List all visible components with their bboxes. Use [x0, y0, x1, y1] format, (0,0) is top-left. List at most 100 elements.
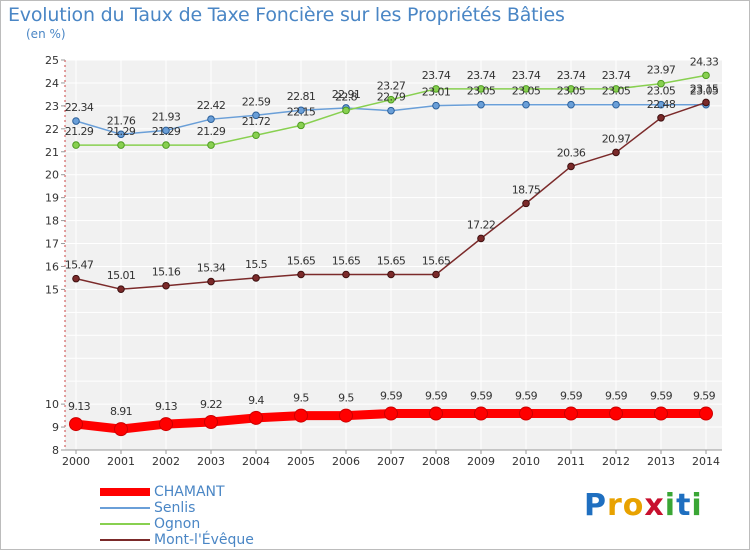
chart-legend: CHAMANT Senlis Ognon Mont-l'Évêque — [100, 484, 254, 548]
y-tick-label: 22 — [45, 123, 59, 136]
y-tick-label: 8 — [52, 444, 59, 457]
data-point — [387, 106, 395, 115]
legend-label: CHAMANT — [154, 484, 225, 500]
data-label: 9.22 — [200, 398, 222, 411]
legend-item: Ognon — [100, 516, 254, 532]
legend-item: Senlis — [100, 500, 254, 516]
data-point — [429, 406, 443, 421]
data-label: 23.74 — [467, 69, 496, 82]
logo-letter: r — [607, 488, 623, 523]
data-point — [297, 106, 305, 115]
data-label: 24.33 — [690, 55, 719, 68]
data-point — [657, 100, 665, 109]
legend-label: Mont-l'Évêque — [154, 532, 254, 548]
y-tick-label: 9 — [52, 421, 59, 434]
y-tick-label: 17 — [45, 238, 59, 251]
data-point — [612, 148, 620, 157]
data-label: 15.47 — [65, 259, 94, 272]
data-point — [609, 406, 623, 421]
data-point — [432, 85, 440, 93]
data-label: 22.48 — [647, 98, 676, 111]
data-point — [474, 406, 488, 421]
data-label: 22.79 — [377, 91, 406, 104]
data-label: 21.29 — [197, 125, 226, 138]
data-point — [432, 101, 440, 110]
data-point — [522, 199, 530, 208]
data-label: 15.16 — [152, 266, 181, 279]
data-label: 20.36 — [557, 146, 586, 159]
data-point — [657, 79, 665, 88]
data-label: 23.05 — [690, 85, 719, 98]
data-label: 15.65 — [422, 255, 451, 268]
data-point — [384, 406, 398, 421]
data-label: 21.29 — [152, 125, 181, 138]
data-label: 17.22 — [467, 218, 496, 231]
x-tick-label: 2006 — [332, 455, 360, 468]
data-point — [564, 406, 578, 421]
data-label: 15.5 — [245, 258, 268, 271]
legend-swatch — [100, 539, 150, 541]
logo-letter: x — [644, 488, 665, 523]
x-tick-label: 2009 — [467, 455, 495, 468]
y-tick-label: 10 — [45, 398, 59, 411]
data-point — [477, 85, 485, 93]
data-point — [69, 417, 83, 432]
legend-label: Ognon — [154, 516, 201, 532]
data-label: 23.27 — [377, 80, 406, 93]
plot-area — [65, 60, 722, 450]
data-point — [387, 270, 395, 279]
x-tick-label: 2008 — [422, 455, 450, 468]
x-tick-label: 2001 — [107, 455, 135, 468]
data-point — [657, 114, 665, 122]
data-label: 23.15 — [690, 82, 719, 95]
data-point — [654, 406, 668, 421]
data-label: 9.13 — [155, 400, 178, 413]
data-point — [432, 270, 440, 279]
data-label: 15.65 — [332, 255, 361, 268]
data-label: 23.05 — [557, 85, 586, 98]
data-label: 23.05 — [602, 85, 631, 98]
data-label: 9.4 — [248, 394, 264, 407]
data-point — [72, 117, 80, 125]
y-unit-label: (en %) — [26, 27, 66, 41]
y-tick-label: 16 — [45, 260, 59, 273]
x-tick-label: 2011 — [557, 455, 585, 468]
legend-item: Mont-l'Évêque — [100, 532, 254, 548]
x-tick-label: 2000 — [62, 455, 90, 468]
data-label: 9.59 — [380, 390, 403, 403]
legend-swatch — [100, 523, 150, 525]
y-tick-label: 24 — [45, 77, 59, 90]
data-point — [207, 115, 215, 123]
data-point — [72, 141, 80, 149]
x-tick-label: 2007 — [377, 455, 405, 468]
logo-letter: P — [584, 488, 607, 523]
data-point — [294, 408, 308, 423]
data-point — [567, 85, 575, 93]
data-label: 21.93 — [152, 110, 181, 123]
data-point — [114, 422, 128, 437]
data-point — [117, 141, 125, 149]
data-point — [117, 130, 125, 139]
x-tick-label: 2012 — [602, 455, 630, 468]
data-label: 23.05 — [647, 85, 676, 98]
logo-letter: o — [622, 488, 645, 523]
data-label: 23.05 — [512, 85, 541, 98]
x-tick-label: 2005 — [287, 455, 315, 468]
data-label: 9.13 — [68, 400, 91, 413]
data-point — [522, 85, 530, 93]
data-point — [477, 100, 485, 109]
y-tick-label: 15 — [45, 283, 59, 296]
data-label: 9.59 — [515, 390, 538, 403]
data-point — [612, 100, 620, 109]
data-label: 9.59 — [693, 390, 716, 403]
data-point — [252, 274, 260, 282]
data-label: 23.74 — [422, 69, 451, 82]
data-point — [522, 100, 530, 109]
x-tick-label: 2002 — [152, 455, 180, 468]
y-tick-label: 25 — [45, 54, 59, 67]
data-label: 8.91 — [110, 405, 132, 418]
series-chamant — [69, 406, 713, 437]
legend-item: CHAMANT — [100, 484, 254, 500]
data-label: 22.81 — [287, 90, 316, 103]
